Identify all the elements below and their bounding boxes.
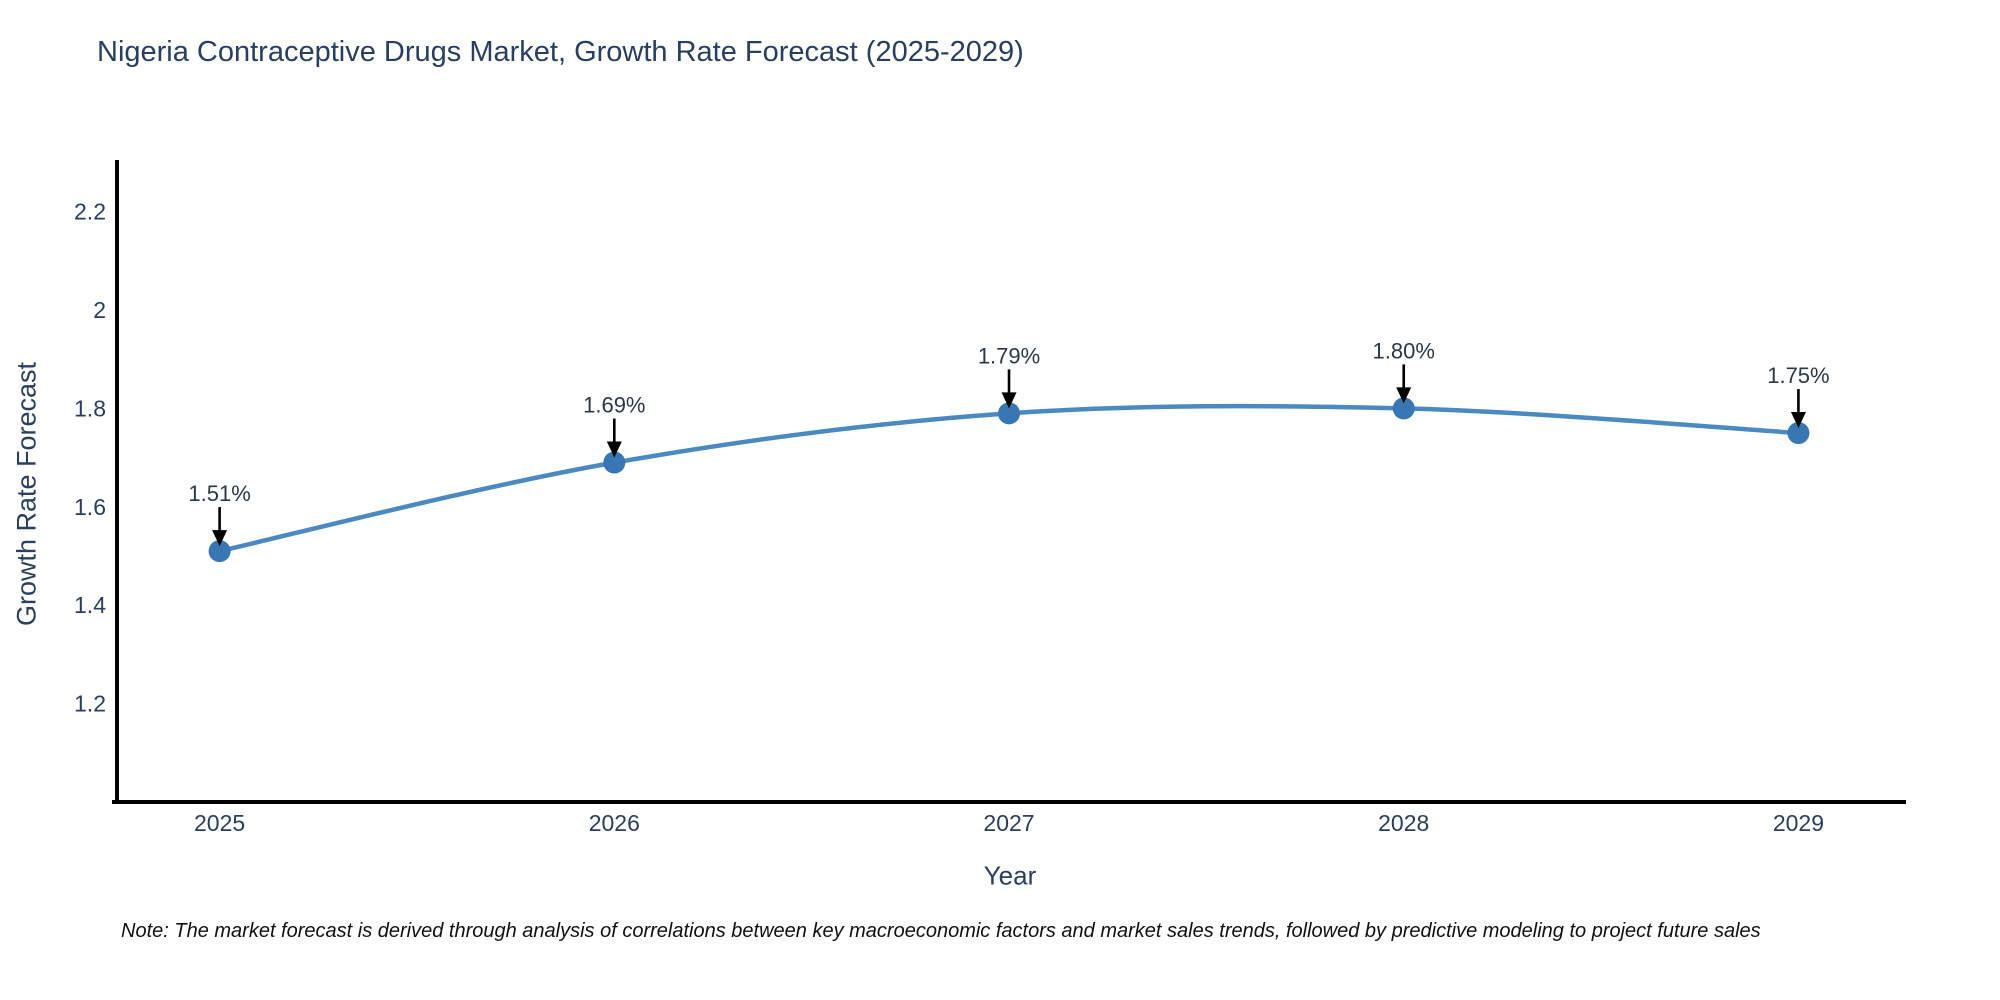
point-value-label: 1.79%	[978, 343, 1040, 368]
down-arrow-head-icon	[1001, 392, 1017, 409]
data-point-marker	[1787, 422, 1810, 445]
data-point-marker	[208, 540, 231, 563]
y-tick-label: 1.2	[74, 691, 106, 717]
y-tick-label: 2	[93, 297, 106, 323]
down-arrow-head-icon	[606, 441, 622, 458]
x-tick-label: 2028	[1378, 810, 1429, 836]
x-tick-label: 2027	[983, 810, 1034, 836]
y-tick-label: 1.4	[74, 592, 106, 618]
trend-line	[217, 403, 1801, 554]
x-tick-label: 2029	[1773, 810, 1824, 836]
y-tick-label: 1.8	[74, 395, 106, 421]
point-value-label: 1.80%	[1373, 338, 1435, 363]
point-value-label: 1.69%	[583, 393, 645, 418]
data-point-marker	[998, 402, 1021, 425]
down-arrow-head-icon	[212, 530, 228, 547]
chart-title: Nigeria Contraceptive Drugs Market, Grow…	[97, 36, 1024, 68]
x-tick-label: 2025	[194, 810, 245, 836]
x-tick-label: 2026	[589, 810, 640, 836]
y-tick-label: 1.6	[74, 494, 106, 520]
y-tick-label: 2.2	[74, 199, 106, 225]
data-point-marker	[603, 451, 626, 474]
point-value-label: 1.51%	[188, 481, 250, 506]
point-value-label: 1.75%	[1767, 363, 1829, 388]
data-point-marker	[1392, 397, 1415, 420]
down-arrow-head-icon	[1790, 412, 1806, 429]
footnote: Note: The market forecast is derived thr…	[121, 920, 1761, 942]
down-arrow-head-icon	[1396, 387, 1412, 404]
x-axis-title: Year	[983, 860, 1037, 891]
